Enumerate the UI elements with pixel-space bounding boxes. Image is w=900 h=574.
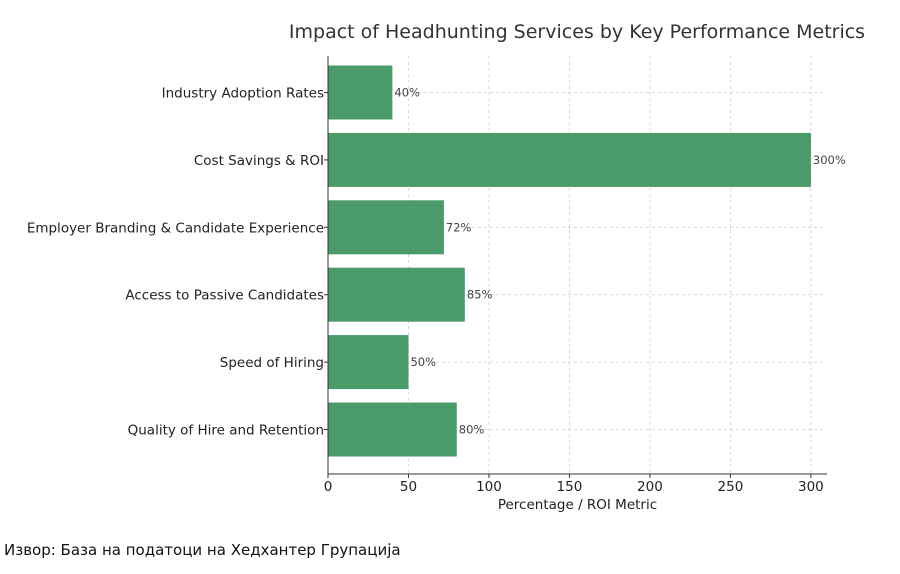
category-label: Employer Branding & Candidate Experience — [27, 220, 324, 236]
x-tick-label: 300 — [798, 479, 824, 495]
category-label: Cost Savings & ROI — [194, 153, 324, 169]
x-tick-label: 200 — [637, 479, 663, 495]
data-label: 85% — [467, 288, 493, 302]
category-label: Speed of Hiring — [220, 355, 324, 371]
category-label: Access to Passive Candidates — [125, 288, 324, 304]
x-tick-label: 100 — [476, 479, 502, 495]
axes — [327, 56, 827, 475]
data-label: 40% — [394, 86, 420, 100]
category-label: Industry Adoption Rates — [162, 86, 324, 102]
x-ticks: 0 50 100 150 200 250 300 — [324, 474, 824, 495]
x-tick-label: 0 — [324, 479, 333, 495]
data-label: 50% — [410, 355, 436, 369]
category-labels: Industry Adoption Rates Cost Savings & RO… — [27, 86, 328, 439]
source-note: Извор: База на податоци на Хедхантер Гру… — [4, 541, 401, 559]
bar — [328, 267, 465, 322]
x-tick-label: 150 — [557, 479, 583, 495]
bars: 40% 300% 72% 85% 50% 80% — [328, 65, 846, 457]
data-label: 300% — [813, 153, 846, 167]
bar — [328, 402, 457, 457]
bar — [328, 200, 444, 255]
x-tick-label: 250 — [718, 479, 744, 495]
data-label: 80% — [459, 423, 485, 437]
x-tick-label: 50 — [400, 479, 417, 495]
bar — [328, 132, 811, 187]
bar — [328, 335, 409, 390]
x-axis-label: Percentage / ROI Metric — [498, 497, 657, 513]
data-label: 72% — [446, 220, 472, 234]
chart-title: Impact of Headhunting Services by Key Pe… — [289, 21, 865, 43]
bar — [328, 65, 393, 120]
category-label: Quality of Hire and Retention — [128, 423, 324, 439]
